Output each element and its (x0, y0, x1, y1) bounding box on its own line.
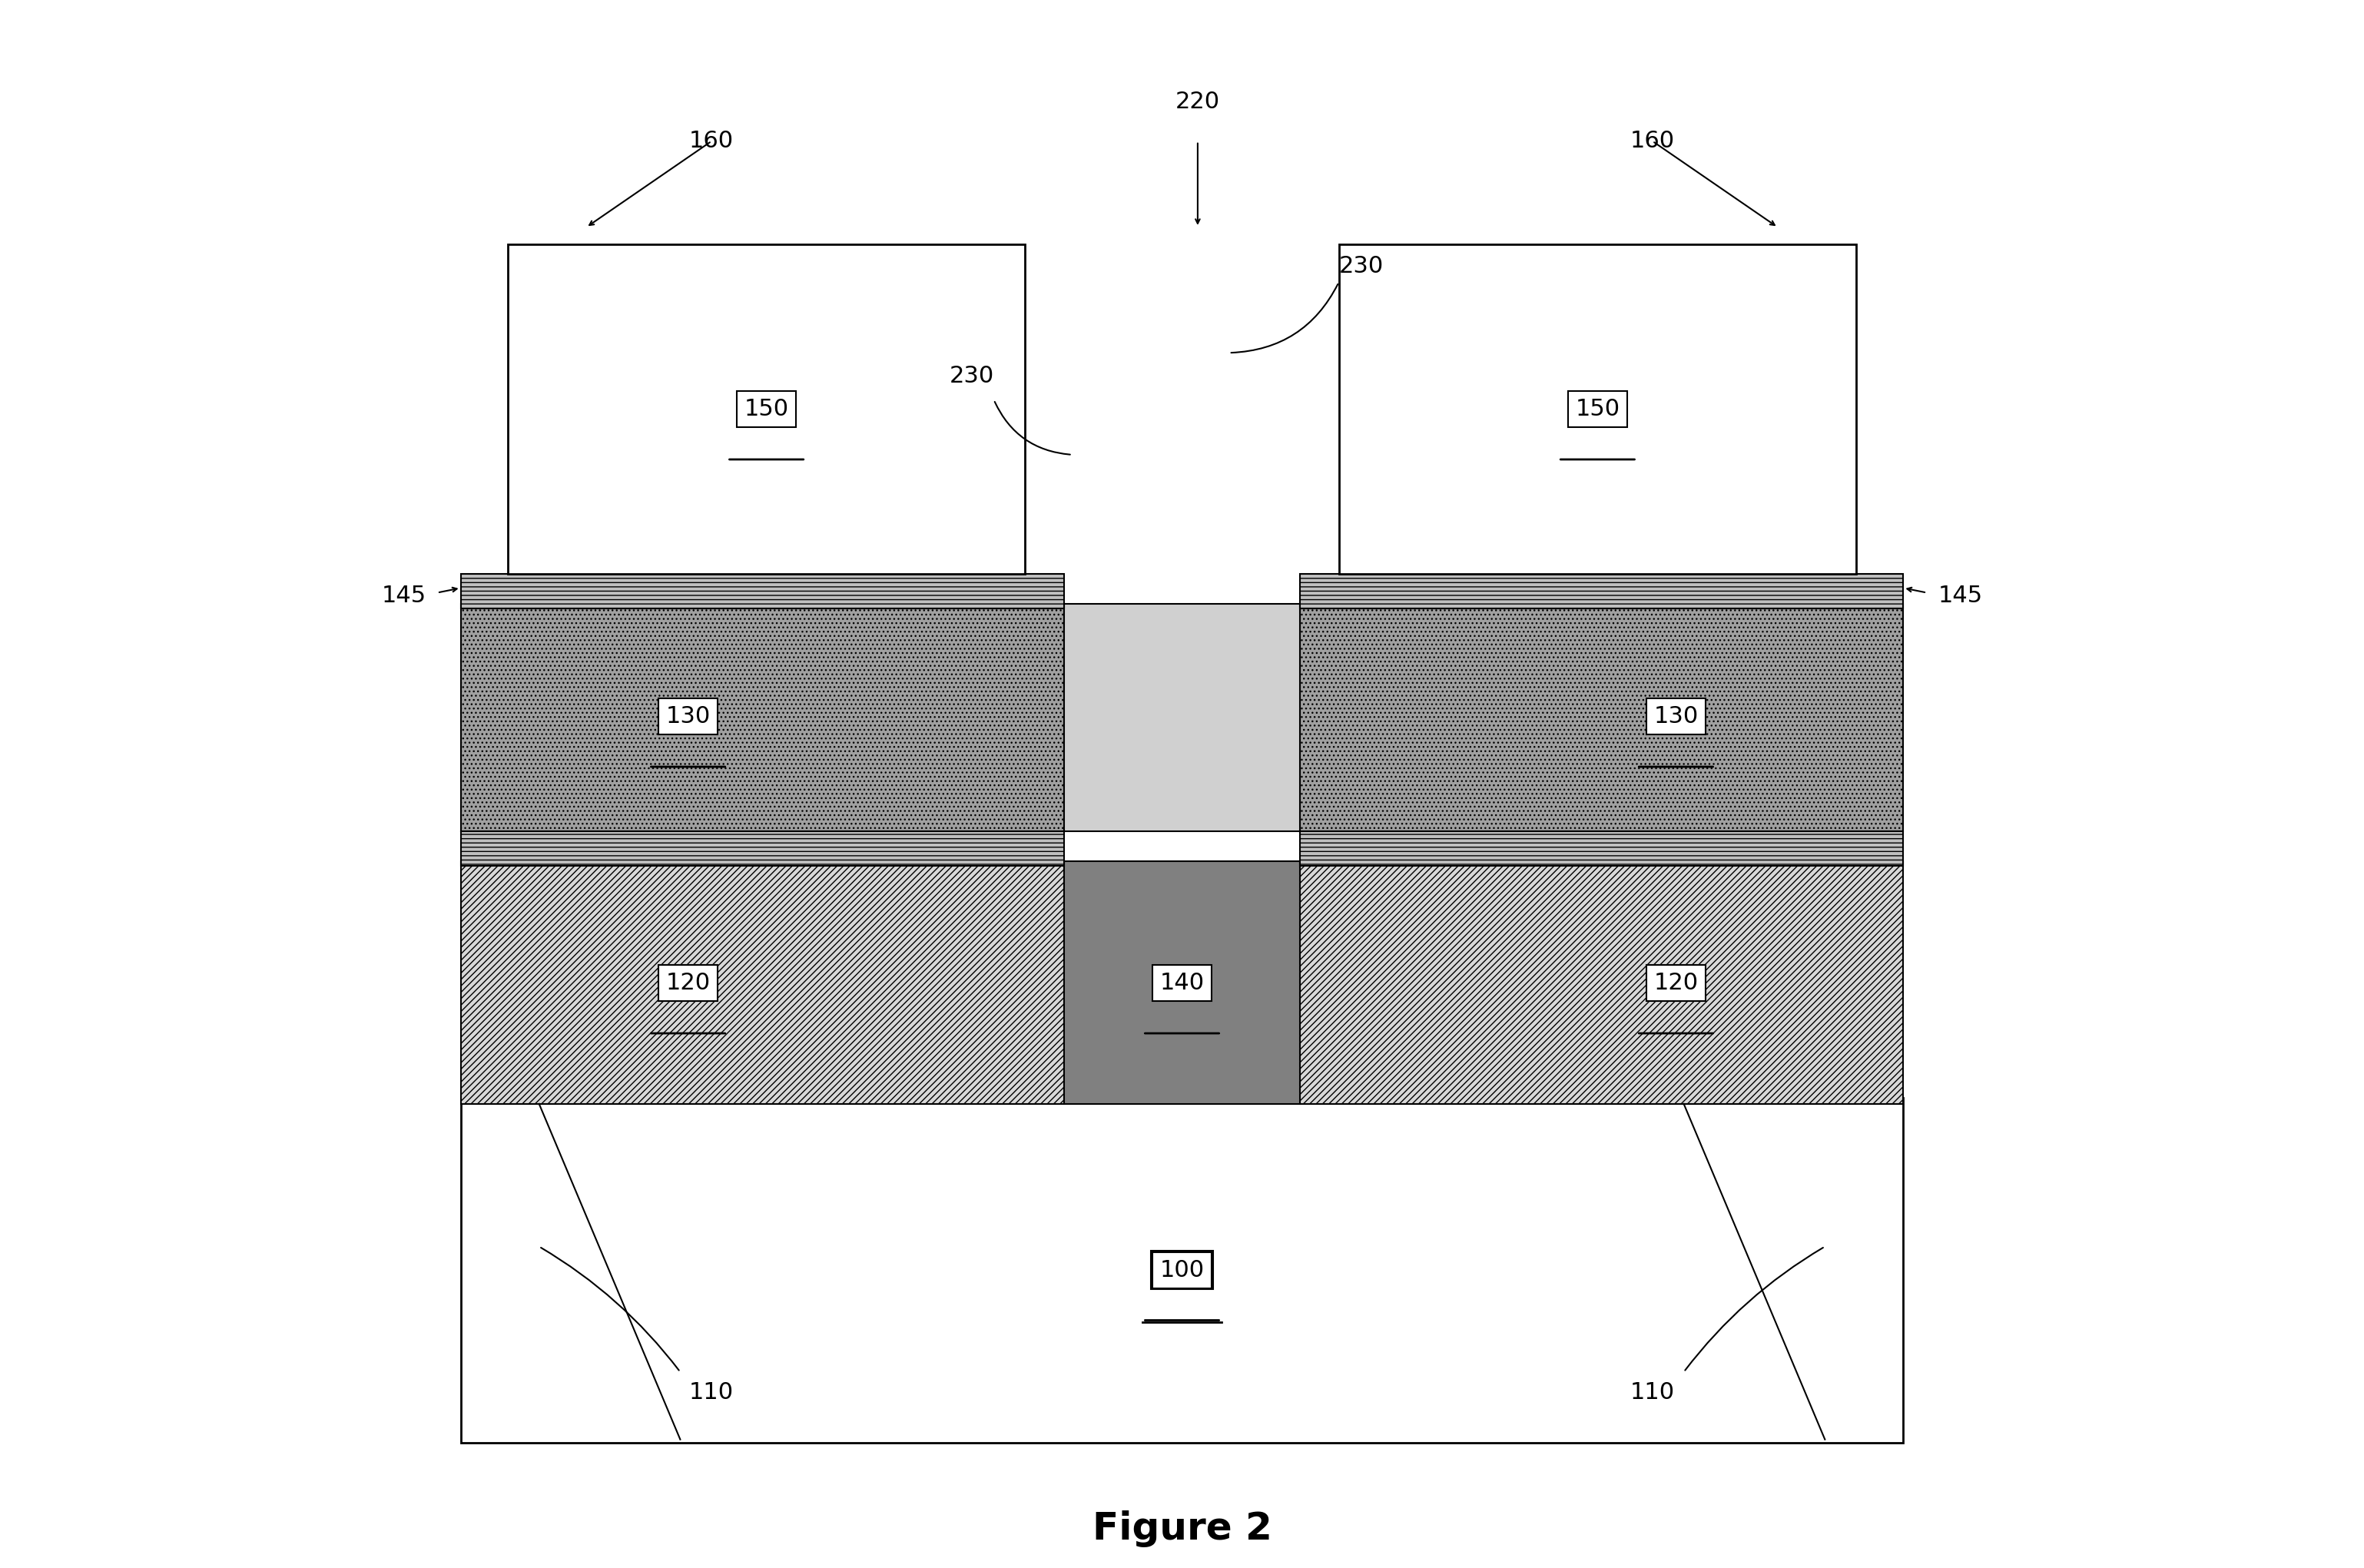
Bar (1064, 861, 1300, 1104)
Bar (1300, 604, 1903, 831)
Text: Figure 2: Figure 2 (1092, 1510, 1272, 1548)
Bar (1338, 245, 1856, 574)
Text: 145: 145 (381, 585, 426, 607)
Bar (461, 574, 1064, 608)
Bar (461, 1098, 1903, 1443)
Text: 130: 130 (1652, 706, 1697, 728)
Text: 230: 230 (1338, 256, 1383, 278)
Bar (1064, 604, 1300, 831)
Text: 100: 100 (1158, 1258, 1206, 1283)
Bar (461, 604, 1064, 831)
Text: 110: 110 (1631, 1381, 1674, 1403)
Bar (461, 831, 1064, 866)
Text: 130: 130 (667, 706, 712, 728)
Text: 120: 120 (667, 972, 712, 994)
Text: 160: 160 (1631, 130, 1674, 152)
Text: 220: 220 (1175, 91, 1220, 113)
Text: 150: 150 (745, 398, 790, 420)
Text: 145: 145 (1938, 585, 1983, 607)
Text: 150: 150 (1574, 398, 1619, 420)
Text: 230: 230 (948, 365, 993, 387)
Bar (461, 861, 1064, 1104)
Bar (1300, 831, 1903, 866)
Bar (1300, 574, 1903, 608)
Bar (508, 245, 1026, 574)
Text: 140: 140 (1161, 972, 1203, 994)
Bar (1300, 861, 1903, 1104)
Text: 160: 160 (690, 130, 733, 152)
Text: 100: 100 (1161, 1259, 1203, 1281)
Text: 110: 110 (690, 1381, 733, 1403)
Text: 120: 120 (1652, 972, 1697, 994)
